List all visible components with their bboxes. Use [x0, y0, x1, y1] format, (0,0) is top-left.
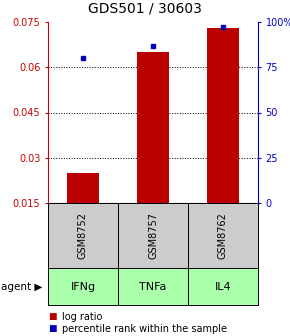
Text: log ratio: log ratio — [62, 312, 102, 322]
Text: percentile rank within the sample: percentile rank within the sample — [62, 324, 227, 334]
Text: GSM8757: GSM8757 — [148, 212, 158, 259]
Bar — [207, 28, 239, 203]
Text: GSM8752: GSM8752 — [78, 212, 88, 259]
Text: IFNg: IFNg — [70, 282, 96, 292]
Text: GSM8762: GSM8762 — [218, 212, 228, 259]
Text: TNFa: TNFa — [139, 282, 167, 292]
Text: IL4: IL4 — [215, 282, 231, 292]
Text: GDS501 / 30603: GDS501 / 30603 — [88, 2, 202, 16]
Text: agent ▶: agent ▶ — [1, 282, 42, 292]
Bar — [137, 52, 169, 203]
Text: ■: ■ — [48, 325, 57, 334]
Text: ■: ■ — [48, 312, 57, 322]
Bar — [67, 173, 99, 203]
